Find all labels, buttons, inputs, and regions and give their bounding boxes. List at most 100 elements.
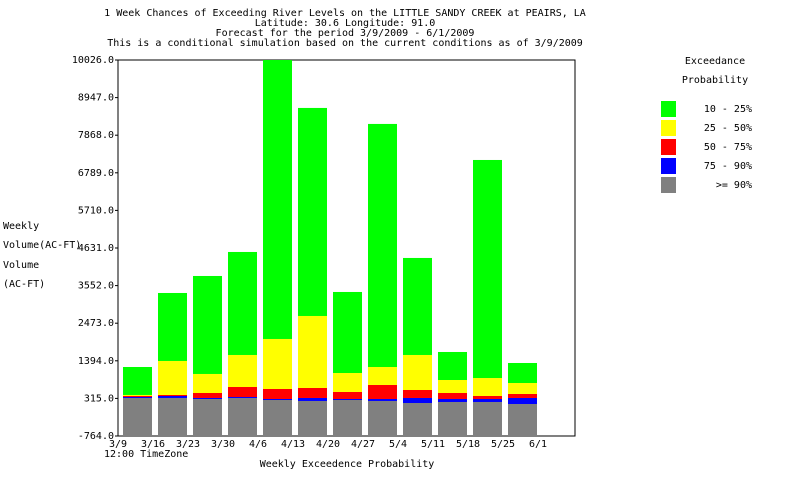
bar-segment	[438, 351, 467, 381]
bar-segment	[193, 398, 222, 436]
bar-segment	[473, 378, 502, 396]
y-tick-label: 8947.0	[78, 93, 114, 104]
bar-segment	[263, 398, 292, 401]
legend-swatch	[661, 139, 676, 155]
bar-segment	[193, 397, 222, 399]
x-tick-label: 3/23	[176, 439, 200, 450]
bar-segment	[263, 388, 292, 399]
legend-swatch	[661, 177, 676, 193]
bar-segment	[228, 354, 257, 388]
bar-segment	[403, 354, 432, 391]
bar-segment	[508, 362, 537, 383]
chart-title: Latitude: 30.6 Longitude: 91.0	[255, 18, 436, 29]
y-axis-label: (AC-FT)	[3, 279, 45, 290]
x-tick-label: 3/9	[109, 439, 127, 450]
bar-segment	[368, 123, 397, 368]
bar-segment	[193, 275, 222, 374]
bar-segment	[368, 384, 397, 399]
bar-segment	[473, 398, 502, 402]
bar-segment	[508, 404, 537, 436]
chart-title: 1 Week Chances of Exceeding River Levels…	[104, 8, 586, 19]
bar-segment	[228, 387, 257, 398]
legend-swatch	[661, 158, 676, 174]
bar-segment	[228, 397, 257, 398]
bar-segment	[263, 338, 292, 389]
bar-segment	[123, 397, 152, 436]
x-tick-label: 5/18	[456, 439, 480, 450]
bar-segment	[403, 397, 432, 403]
bar-segment	[228, 251, 257, 355]
y-tick-label: 1394.0	[78, 356, 114, 367]
bar-segment	[403, 257, 432, 355]
legend-label: 75 - 90%	[704, 161, 752, 172]
legend-title: Exceedance	[685, 56, 745, 67]
bar-segment	[333, 391, 362, 399]
y-axis-label: Weekly	[3, 221, 39, 232]
bar-segment	[298, 400, 327, 436]
x-tick-label: 4/6	[249, 439, 267, 450]
bar-segment	[368, 398, 397, 401]
bar-segment	[158, 394, 187, 396]
legend-swatch	[661, 120, 676, 136]
bar-segment	[298, 107, 327, 316]
bar-segment	[333, 400, 362, 436]
x-axis-label: Weekly Exceedence Probability	[260, 459, 435, 470]
bar-segment	[123, 394, 152, 396]
y-tick-label: 7868.0	[78, 130, 114, 141]
bar-segment	[403, 402, 432, 436]
annotation: 12:00 TimeZone	[104, 449, 188, 460]
x-tick-label: 5/25	[491, 439, 515, 450]
bar-segment	[438, 398, 467, 402]
bar-segment	[158, 395, 187, 398]
legend-label: 10 - 25%	[704, 104, 752, 115]
bar-segment	[193, 373, 222, 393]
bar-segment	[333, 291, 362, 373]
bar-segment	[298, 315, 327, 388]
y-tick-label: 2473.0	[78, 318, 114, 329]
x-tick-label: 5/11	[421, 439, 445, 450]
x-tick-label: 4/20	[316, 439, 340, 450]
bar-segment	[508, 393, 537, 398]
bar-segment	[438, 401, 467, 436]
bar-segment	[123, 397, 152, 398]
bar-segment	[438, 392, 467, 399]
bar-segment	[508, 382, 537, 394]
bar-segment	[368, 367, 397, 385]
bar-segment	[263, 400, 292, 436]
bar-segment	[473, 401, 502, 436]
bar-segment	[298, 397, 327, 401]
y-tick-label: 5710.0	[78, 205, 114, 216]
legend-label: >= 90%	[716, 180, 752, 191]
bar-segment	[368, 400, 397, 436]
bar-segment	[403, 390, 432, 398]
bar-segment	[438, 380, 467, 393]
x-tick-label: 3/16	[141, 439, 165, 450]
bar-segment	[228, 397, 257, 436]
x-tick-label: 6/1	[529, 439, 547, 450]
x-tick-label: 5/4	[389, 439, 407, 450]
legend-title: Probability	[682, 75, 748, 86]
bar-segment	[473, 159, 502, 379]
chart-title: This is a conditional simulation based o…	[107, 38, 583, 49]
x-tick-label: 3/30	[211, 439, 235, 450]
bar-segment	[333, 398, 362, 401]
bar-segment	[158, 292, 187, 361]
bar-segment	[123, 367, 152, 395]
y-tick-label: 6789.0	[78, 168, 114, 179]
bar-segment	[508, 397, 537, 405]
bar-segment	[333, 372, 362, 392]
legend-swatch	[661, 101, 676, 117]
bar-segment	[123, 395, 152, 398]
bar-segment	[263, 60, 292, 339]
x-tick-label: 4/27	[351, 439, 375, 450]
bar-segment	[158, 397, 187, 436]
y-axis-label: Volume(AC-FT)	[3, 240, 81, 251]
legend-label: 50 - 75%	[704, 142, 752, 153]
bar-segment	[298, 387, 327, 398]
y-tick-label: 10026.0	[72, 55, 114, 66]
y-tick-label: 4631.0	[78, 243, 114, 254]
bar-segment	[158, 360, 187, 395]
bar-segment	[473, 395, 502, 399]
y-tick-label: 3552.0	[78, 281, 114, 292]
